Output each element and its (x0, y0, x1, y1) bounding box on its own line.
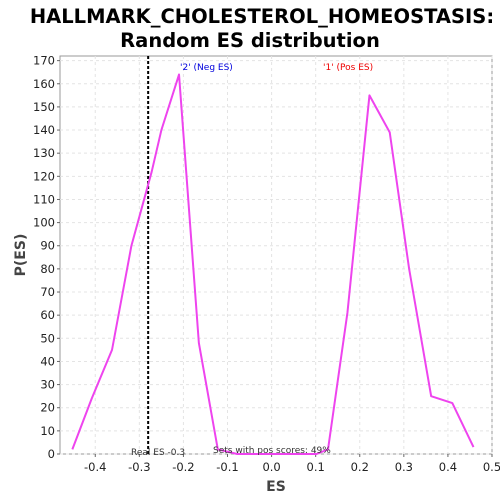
y-tick-label: 110 (33, 192, 55, 206)
neg-es-label: '2' (Neg ES) (180, 63, 233, 73)
y-tick-label: 0 (48, 447, 55, 461)
y-tick-label: 10 (40, 424, 55, 438)
y-tick-label: 60 (40, 308, 55, 322)
plot-area (59, 55, 493, 455)
y-tick-label: 170 (33, 54, 55, 68)
x-tick-label: -0.2 (172, 460, 194, 474)
y-tick-label: 130 (33, 146, 55, 160)
y-tick-label: 100 (33, 216, 55, 230)
x-tick-label: 0.3 (395, 460, 413, 474)
real-es-label: Real ES -0.3 (131, 448, 185, 458)
x-tick-label: -0.3 (128, 460, 150, 474)
y-tick-label: 50 (40, 331, 55, 345)
distribution-line (71, 73, 475, 455)
sets-pos-label: Sets with pos scores: 49% (213, 446, 331, 456)
x-tick-label: 0.2 (351, 460, 369, 474)
x-tick-label: 0.4 (439, 460, 457, 474)
grid (60, 56, 493, 455)
x-tick-label: 0.5 (483, 460, 500, 474)
y-tick-label: 150 (33, 100, 55, 114)
x-tick-label: 0.1 (307, 460, 325, 474)
series-layer (71, 56, 475, 455)
y-tick-label: 160 (33, 77, 55, 91)
x-tick-label: 0.0 (262, 460, 280, 474)
y-tick-label: 140 (33, 123, 55, 137)
y-tick-label: 120 (33, 169, 55, 183)
y-tick-label: 20 (40, 401, 55, 415)
y-tick-label: 70 (40, 285, 55, 299)
y-tick-label: 40 (40, 354, 55, 368)
chart-title-line-2: Random ES distribution (120, 29, 380, 52)
x-tick-label: -0.1 (216, 460, 238, 474)
chart-title-line-1: HALLMARK_CHOLESTEROL_HOMEOSTASIS: (30, 5, 494, 28)
x-axis-label: ES (266, 479, 286, 495)
axis-ticks: 0 10 20 30 40 50 60 70 80 90 100 110 120 130 140 150 160… (33, 54, 500, 474)
pos-es-label: '1' (Pos ES) (323, 63, 373, 73)
y-tick-label: 90 (40, 239, 55, 253)
x-tick-label: -0.4 (84, 460, 106, 474)
y-axis-label: P(ES) (13, 234, 29, 277)
y-tick-label: 30 (40, 378, 55, 392)
y-tick-label: 80 (40, 262, 55, 276)
